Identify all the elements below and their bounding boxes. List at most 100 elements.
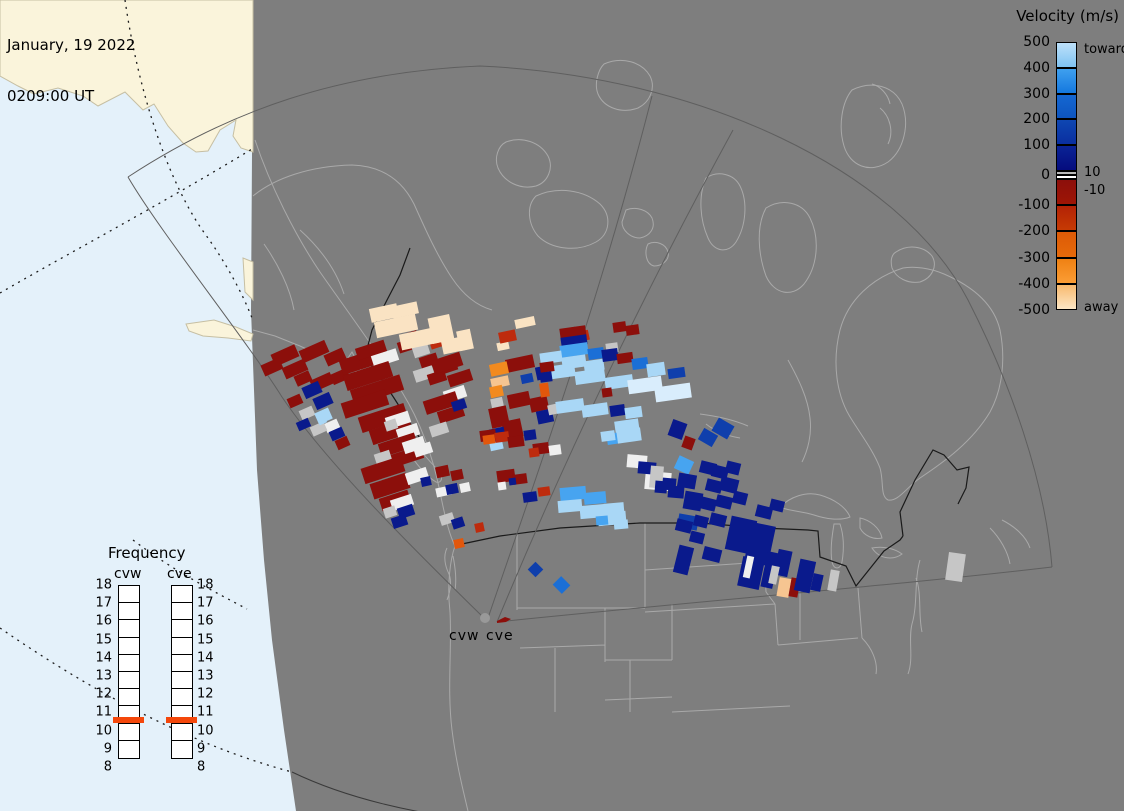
colorbar-tick-label: 500 bbox=[1023, 34, 1050, 50]
frequency-scale-label: 18 bbox=[95, 577, 112, 593]
velocity-cell bbox=[601, 387, 613, 398]
frequency-scale-label: 15 bbox=[95, 632, 112, 648]
velocity-cell bbox=[453, 538, 465, 549]
velocity-cell bbox=[456, 328, 474, 352]
velocity-cell bbox=[673, 455, 695, 475]
colorbar-tick-label: -400 bbox=[1018, 275, 1050, 292]
velocity-cell bbox=[708, 512, 728, 528]
velocity-cell bbox=[672, 544, 695, 576]
colorbar-segment bbox=[1056, 178, 1077, 206]
velocity-cell bbox=[583, 491, 607, 505]
colorbar-segment bbox=[1056, 205, 1077, 232]
frequency-gauge-cell bbox=[172, 689, 192, 707]
frequency-gauge-cell bbox=[172, 741, 192, 758]
frequency-scale-label: 8 bbox=[103, 759, 112, 775]
velocity-cell bbox=[552, 576, 571, 594]
velocity-cell bbox=[482, 434, 496, 445]
colorbar-segment bbox=[1056, 145, 1077, 171]
velocity-cell bbox=[498, 329, 517, 344]
frequency-gauge-cell bbox=[119, 603, 139, 621]
colorbar-title: Velocity (m/s) bbox=[1016, 7, 1119, 25]
frequency-column-label-cvw: cvw bbox=[114, 566, 142, 582]
frequency-gauge-cell bbox=[172, 706, 192, 724]
date-label: January, 19 2022 bbox=[7, 36, 136, 54]
frequency-scale-label: 8 bbox=[197, 759, 206, 775]
velocity-cell bbox=[574, 367, 606, 386]
velocity-cell bbox=[497, 481, 507, 491]
velocity-cell bbox=[390, 513, 409, 530]
colorbar-segment bbox=[1056, 170, 1077, 175]
velocity-cell bbox=[625, 324, 640, 336]
daylit-ocean bbox=[0, 0, 296, 811]
velocity-cell bbox=[945, 551, 966, 583]
frequency-gauge-cell bbox=[119, 724, 139, 741]
colorbar-tick-label: -300 bbox=[1018, 249, 1050, 266]
frequency-marker-cve bbox=[166, 716, 197, 723]
velocity-cell bbox=[539, 382, 550, 398]
frequency-scale-label: 11 bbox=[197, 704, 214, 720]
velocity-cell bbox=[506, 390, 532, 410]
frequency-gauge-cell bbox=[172, 586, 192, 604]
frequency-column-label-cve: cve bbox=[167, 566, 192, 582]
frequency-scale-label: 9 bbox=[197, 741, 206, 757]
graticule-dotted bbox=[0, 0, 293, 773]
frequency-scale-label: 10 bbox=[95, 723, 112, 739]
time-label: 0209:00 UT bbox=[7, 87, 95, 105]
frequency-scale-label: 13 bbox=[197, 668, 214, 684]
velocity-cell bbox=[555, 398, 585, 414]
frequency-gauge-cve bbox=[171, 585, 193, 759]
velocity-cell bbox=[527, 561, 544, 578]
frequency-gauge-cell bbox=[119, 655, 139, 672]
colorbar-tick-label: 100 bbox=[1023, 137, 1050, 154]
velocity-cell bbox=[600, 430, 616, 442]
velocity-cell bbox=[508, 477, 517, 486]
frequency-gauge-cell bbox=[172, 620, 192, 638]
frequency-scale-label: 14 bbox=[95, 650, 112, 666]
frequency-scale-label: 16 bbox=[95, 613, 112, 629]
frequency-scale-label: 9 bbox=[103, 741, 112, 757]
velocity-cell bbox=[539, 371, 553, 383]
velocity-cell bbox=[450, 516, 466, 530]
colorbar-segment bbox=[1056, 174, 1077, 179]
velocity-cell bbox=[445, 482, 459, 496]
frequency-gauge-cell bbox=[172, 655, 192, 672]
frequency-gauge-cvw bbox=[118, 585, 140, 759]
velocity-cell bbox=[537, 486, 551, 497]
velocity-cell bbox=[646, 361, 666, 378]
site-label-cvw: cvw bbox=[449, 628, 480, 644]
velocity-cell bbox=[528, 447, 540, 458]
frequency-gauge-cell bbox=[172, 638, 192, 655]
frequency-marker-cvw bbox=[113, 716, 144, 723]
velocity-cell bbox=[624, 405, 643, 420]
frequency-gauge-cell bbox=[172, 603, 192, 621]
velocity-cell bbox=[295, 417, 312, 432]
velocity-cell bbox=[514, 316, 536, 329]
velocity-cell bbox=[810, 573, 824, 592]
colorbar-lower-threshold: -10 bbox=[1084, 183, 1106, 198]
velocity-cell bbox=[450, 468, 464, 482]
colorbar-tick-label: -500 bbox=[1018, 302, 1050, 318]
frequency-scale-label: 13 bbox=[95, 668, 112, 684]
colorbar-tick-label: -100 bbox=[1018, 197, 1050, 214]
velocity-cell bbox=[523, 429, 537, 441]
colorbar-segment bbox=[1056, 42, 1077, 68]
velocity-cell bbox=[428, 421, 450, 438]
frequency-gauge-cell bbox=[119, 672, 139, 690]
velocity-cell bbox=[667, 366, 686, 380]
velocity-cell bbox=[459, 482, 471, 493]
frequency-gauge-cell bbox=[119, 638, 139, 655]
velocity-cell bbox=[260, 357, 284, 377]
colorbar-segment bbox=[1056, 119, 1077, 146]
frequency-gauge-cell bbox=[172, 672, 192, 690]
velocity-cell bbox=[286, 393, 304, 409]
frequency-gauge-cell bbox=[119, 706, 139, 724]
frequency-scale-label: 16 bbox=[197, 613, 214, 629]
frequency-scale-label: 14 bbox=[197, 650, 214, 666]
colorbar-segment bbox=[1056, 283, 1077, 310]
velocity-cell bbox=[654, 480, 668, 494]
colorbar-tick-label: 0 bbox=[1041, 167, 1050, 183]
coastlines bbox=[252, 60, 1031, 811]
